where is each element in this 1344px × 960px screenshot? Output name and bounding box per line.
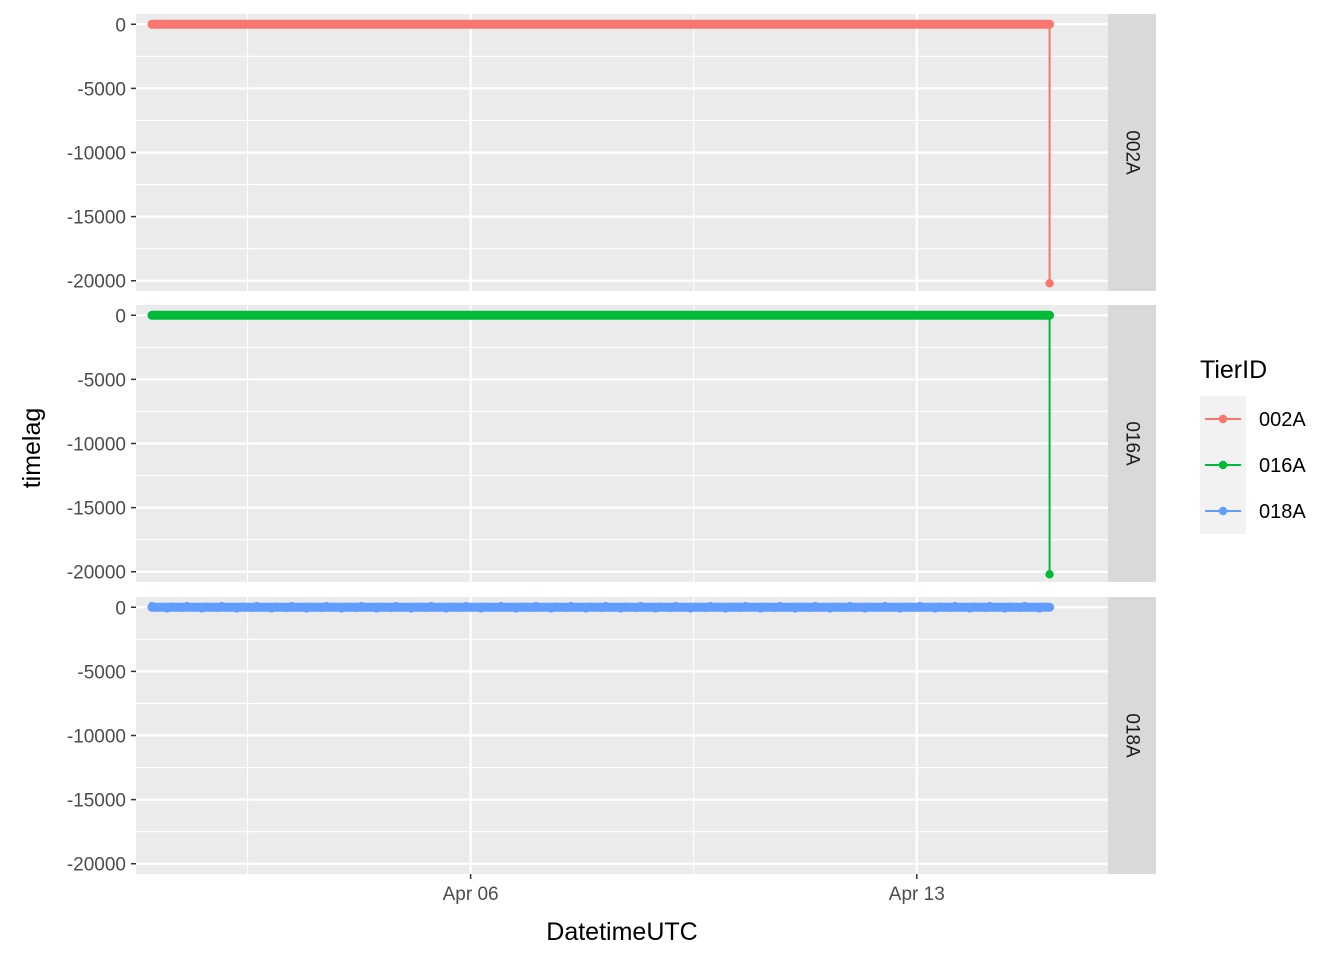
- series-002A-point: [1045, 20, 1054, 29]
- series-018A-point: [1045, 603, 1054, 611]
- legend-label-002A: 002A: [1259, 409, 1306, 431]
- y-tick-label: -15000: [67, 499, 126, 520]
- y-tick-label: -10000: [67, 435, 126, 456]
- y-tick-label: -20000: [67, 855, 126, 876]
- y-tick-label: -10000: [67, 144, 126, 165]
- x-axis: Apr 06 Apr 13: [443, 874, 945, 905]
- y-tick-label: -5000: [77, 79, 126, 100]
- legend-key-point-016A: [1218, 460, 1228, 470]
- legend-title: TierID: [1200, 356, 1267, 384]
- series-016A-point: [1045, 311, 1054, 320]
- x-tick-label: Apr 13: [889, 884, 945, 905]
- y-tick-label: 0: [115, 598, 126, 619]
- y-tick-label: -10000: [67, 727, 126, 748]
- y-tick-label: -15000: [67, 208, 126, 229]
- y-tick-label: -5000: [77, 662, 126, 683]
- y-tick-label: 0: [115, 15, 126, 36]
- series-016A-point: [1045, 570, 1054, 579]
- facet-strip: [1108, 14, 1156, 291]
- y-tick-label: 0: [115, 306, 126, 327]
- facet-strip: [1108, 305, 1156, 582]
- legend-key-point-018A: [1218, 506, 1228, 516]
- y-tick-label: -20000: [67, 272, 126, 293]
- x-axis-title: DatetimeUTC: [546, 918, 697, 946]
- facet-panel-018A: 0 -5000 -10000 -15000 -20000 018A: [67, 597, 1156, 876]
- facet-panel-016A: 0 -5000 -10000 -15000 -20000 016A: [67, 305, 1156, 584]
- facet-panel-002A: 0 -5000 -10000 -15000 -20000 002A: [67, 14, 1156, 293]
- y-tick-label: -20000: [67, 563, 126, 584]
- facet-strip-label: 002A: [1122, 130, 1143, 175]
- legend-label-016A: 016A: [1259, 455, 1306, 477]
- facet-strip-label: 018A: [1122, 713, 1143, 758]
- legend-keys: 002A 016A 018A: [1205, 409, 1306, 523]
- facet-strip: [1108, 597, 1156, 874]
- facet-panels: 0 -5000 -10000 -15000 -20000 002A 0 -5000 -10000…: [67, 14, 1156, 876]
- series-002A-point: [1045, 279, 1054, 288]
- legend: TierID 002A 016A 018A: [1200, 356, 1306, 534]
- legend-key-point-002A: [1218, 414, 1228, 424]
- legend-label-018A: 018A: [1259, 501, 1306, 523]
- x-tick-label: Apr 06: [443, 884, 499, 905]
- y-axis-title: timelag: [18, 408, 46, 489]
- y-tick-label: -5000: [77, 370, 126, 391]
- y-tick-label: -15000: [67, 791, 126, 812]
- facet-strip-label: 016A: [1122, 421, 1143, 466]
